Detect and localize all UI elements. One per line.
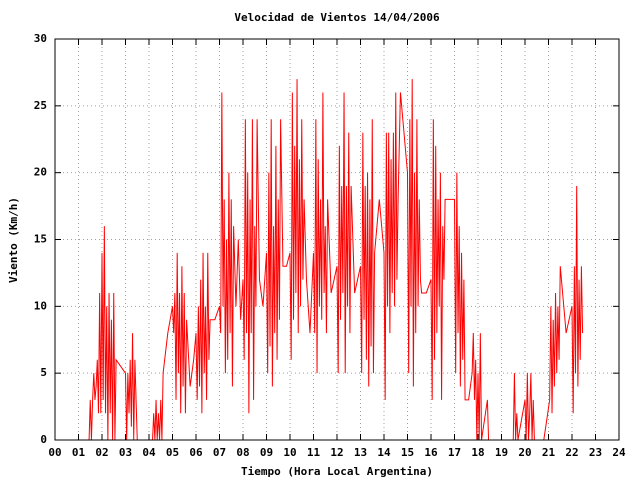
- y-tick-label: 30: [34, 32, 47, 45]
- x-tick-label: 18: [471, 446, 484, 459]
- y-tick-label: 0: [40, 433, 47, 446]
- x-tick-label: 09: [260, 446, 273, 459]
- x-tick-label: 23: [589, 446, 602, 459]
- x-tick-label: 00: [48, 446, 61, 459]
- x-tick-label: 10: [283, 446, 296, 459]
- x-tick-label: 04: [142, 446, 156, 459]
- y-tick-label: 5: [40, 366, 47, 379]
- chart-title: Velocidad de Vientos 14/04/2006: [234, 11, 440, 24]
- x-tick-label: 06: [189, 446, 203, 459]
- x-tick-label: 07: [213, 446, 226, 459]
- x-tick-label: 11: [307, 446, 321, 459]
- x-tick-label: 05: [166, 446, 179, 459]
- x-tick-label: 20: [518, 446, 531, 459]
- x-tick-label: 17: [448, 446, 461, 459]
- x-tick-label: 01: [72, 446, 86, 459]
- x-tick-label: 14: [377, 446, 391, 459]
- y-tick-label: 10: [34, 299, 47, 312]
- y-tick-label: 15: [34, 233, 47, 246]
- x-tick-label: 13: [354, 446, 367, 459]
- x-tick-label: 16: [424, 446, 438, 459]
- x-tick-label: 22: [565, 446, 578, 459]
- x-tick-label: 08: [236, 446, 249, 459]
- y-tick-label: 20: [34, 166, 47, 179]
- x-axis-label: Tiempo (Hora Local Argentina): [241, 465, 433, 478]
- x-tick-label: 15: [401, 446, 414, 459]
- x-tick-label: 02: [95, 446, 108, 459]
- plot-border: [54, 38, 620, 441]
- x-tick-label: 19: [495, 446, 508, 459]
- y-axis-label: Viento (Km/h): [7, 197, 20, 283]
- x-tick-label: 03: [119, 446, 132, 459]
- y-tick-label: 25: [34, 99, 47, 112]
- x-tick-label: 21: [542, 446, 556, 459]
- data-line: [88, 79, 584, 441]
- x-tick-label: 12: [330, 446, 343, 459]
- x-tick-label: 24: [612, 446, 626, 459]
